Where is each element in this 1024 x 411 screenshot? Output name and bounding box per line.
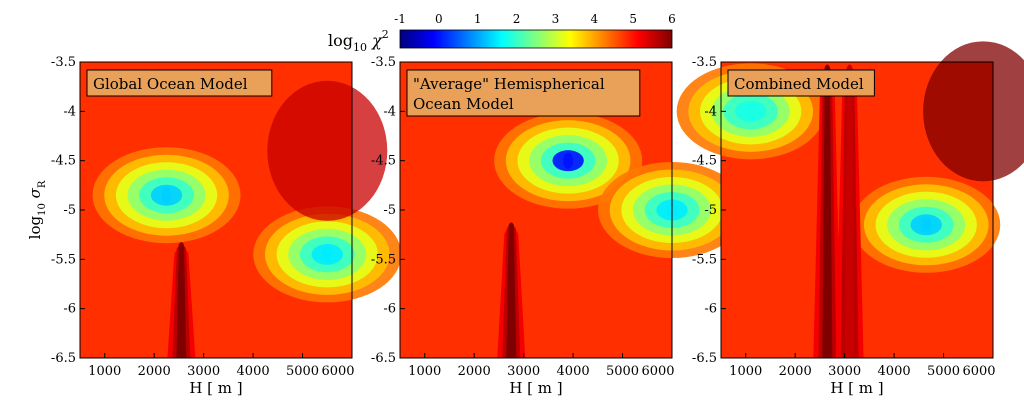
heatmap-ridge bbox=[844, 64, 855, 358]
panel-title-background bbox=[86, 69, 273, 97]
y-tick-label: -5.5 bbox=[371, 252, 396, 267]
panel-title-box: "Average" Hemispherical Ocean Model bbox=[406, 69, 641, 117]
y-tick-label: -5.5 bbox=[51, 252, 76, 267]
y-tick-label: -4 bbox=[383, 104, 396, 119]
y-tick-label: -3.5 bbox=[692, 55, 717, 70]
colorbar-tick-label: 3 bbox=[552, 12, 560, 26]
x-axis-label: H [ m ] bbox=[509, 379, 562, 397]
y-axis-label: log10 σR bbox=[26, 180, 48, 239]
x-tick-label: 1000 bbox=[729, 364, 762, 379]
y-tick-label: -4 bbox=[704, 104, 717, 119]
panel-title-background bbox=[406, 69, 641, 117]
x-tick-label: 2000 bbox=[458, 364, 491, 379]
y-tick-label: -5.5 bbox=[692, 252, 717, 267]
y-tick-label: -5 bbox=[383, 203, 396, 218]
y-tick-label: -4.5 bbox=[51, 154, 76, 169]
x-tick-label: 6000 bbox=[962, 364, 995, 379]
x-tick-label: 4000 bbox=[878, 364, 911, 379]
colorbar-tick-label: 5 bbox=[629, 12, 637, 26]
heatmap-ridge bbox=[506, 222, 517, 358]
x-tick-label: 2000 bbox=[779, 364, 812, 379]
colorbar-tick-label: -1 bbox=[394, 12, 406, 26]
x-tick-label: 6000 bbox=[321, 364, 354, 379]
y-tick-label: -3.5 bbox=[51, 55, 76, 70]
colorbar-ticks: -1 0 1 2 3 4 5 6 bbox=[394, 12, 676, 26]
heatmap-minimum-core bbox=[745, 103, 756, 120]
x-tick-label: 1000 bbox=[408, 364, 441, 379]
y-tick-label: -4.5 bbox=[692, 154, 717, 169]
x-axis-label: H [ m ] bbox=[189, 379, 242, 397]
x-tick-label: 5000 bbox=[286, 364, 319, 379]
panel-title: Global Ocean Model bbox=[93, 75, 248, 93]
heatmap-minimum-core bbox=[161, 187, 172, 204]
heatmap-ridge bbox=[822, 64, 833, 358]
heatmap-minimum-core bbox=[563, 152, 574, 169]
heatmap-maximum-region bbox=[923, 41, 1024, 182]
y-tick-label: -6.5 bbox=[371, 351, 396, 366]
heatmap-minimum-core bbox=[921, 216, 932, 233]
colorbar-tick-label: 6 bbox=[668, 12, 676, 26]
y-tick-label: -6 bbox=[383, 302, 396, 317]
colorbar-tick-label: 2 bbox=[513, 12, 521, 26]
heatmap-panel-2: 1000 2000 3000 4000 5000 6000 -3.5 -4 -4.5 -5 -5.5… bbox=[371, 55, 746, 397]
panel-title: Combined Model bbox=[734, 75, 864, 93]
heatmap-maximum-region bbox=[267, 80, 388, 221]
x-tick-label: 4000 bbox=[237, 364, 270, 379]
x-tick-label: 3000 bbox=[187, 364, 220, 379]
x-tick-label: 5000 bbox=[606, 364, 639, 379]
y-tick-label: -4.5 bbox=[371, 154, 396, 169]
heatmap-panel-1: 1000 2000 3000 4000 5000 6000 -3.5 -4 -4.5 -5 -5.5… bbox=[51, 55, 402, 397]
panel-title-background bbox=[727, 69, 875, 97]
colorbar-label: log10 χ2 bbox=[328, 28, 389, 54]
x-tick-label: 1000 bbox=[88, 364, 121, 379]
colorbar-tick-label: 4 bbox=[590, 12, 598, 26]
x-tick-label: 3000 bbox=[507, 364, 540, 379]
x-axis-label: H [ m ] bbox=[830, 379, 883, 397]
colorbar-tick-label: 0 bbox=[435, 12, 443, 26]
colorbar-gradient bbox=[399, 29, 673, 49]
panel-title: "Average" Hemispherical bbox=[413, 75, 605, 93]
panel-title-box: Global Ocean Model bbox=[86, 69, 273, 97]
heatmap-ridge bbox=[176, 242, 187, 358]
x-tick-label: 6000 bbox=[641, 364, 674, 379]
x-tick-label: 5000 bbox=[927, 364, 960, 379]
heatmap-minimum-core bbox=[322, 246, 333, 263]
y-tick-label: -6.5 bbox=[51, 351, 76, 366]
y-tick-label: -4 bbox=[63, 104, 76, 119]
y-tick-label: -5 bbox=[63, 203, 76, 218]
y-tick-label: -6 bbox=[704, 302, 717, 317]
x-tick-label: 3000 bbox=[828, 364, 861, 379]
x-tick-label: 4000 bbox=[557, 364, 590, 379]
y-tick-label: -5 bbox=[704, 203, 717, 218]
y-tick-label: -6.5 bbox=[692, 351, 717, 366]
panel-title: Ocean Model bbox=[413, 95, 514, 113]
heatmap-panel-3: 1000 2000 3000 4000 5000 6000 -3.5 -4 -4.5 -5 -5.5… bbox=[676, 41, 1024, 397]
colorbar-tick-label: 1 bbox=[474, 12, 482, 26]
y-tick-label: -6 bbox=[63, 302, 76, 317]
x-tick-label: 2000 bbox=[138, 364, 171, 379]
y-tick-label: -3.5 bbox=[371, 55, 396, 70]
panels: 1000 2000 3000 4000 5000 6000-3.5-4-4.5-5-5.5… bbox=[51, 41, 1024, 397]
colorbar: -1 0 1 2 3 4 5 6 log10 χ2 bbox=[328, 12, 676, 54]
panel-title-box: Combined Model bbox=[727, 69, 875, 97]
